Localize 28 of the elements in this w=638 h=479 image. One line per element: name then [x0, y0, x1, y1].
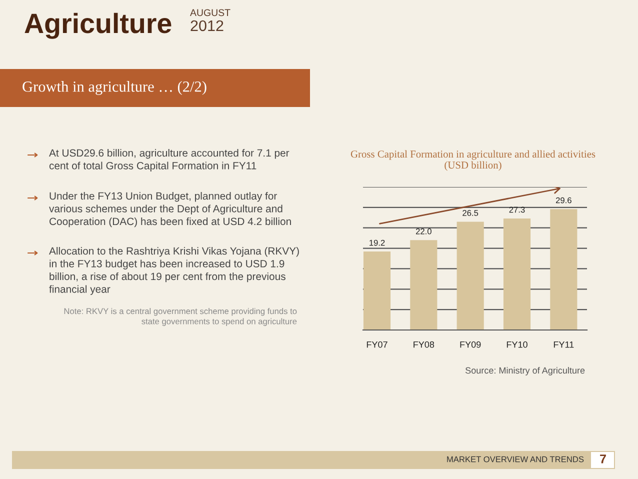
text: Under the FY13 Union Budget, planned outlay for various schemes under the Dept of Agriculture and Cooperation (DAC) has been fixed at USD 4.2 billion: [49, 192, 291, 228]
x-tick-label: FY09: [460, 341, 481, 348]
text: 7: [600, 454, 606, 464]
data-label: 26.5: [462, 210, 478, 216]
text: Growth in agriculture … (2/2): [22, 81, 206, 95]
text: Allocation to the Rashtriya Krishi Vikas Yojana (RKVY) in the FY13 budget has been increased to USD 1.9 billion, a rise of about 19 per cent from the previous financial year: [49, 247, 299, 295]
bar: [363, 252, 391, 330]
source-note: Source: Ministry of Agriculture: [466, 367, 585, 376]
text: Note: RKVY is a central government scheme providing funds to state governments to spend on agriculture: [64, 308, 297, 326]
x-tick-label: FY11: [554, 341, 574, 348]
x-tick-label: FY10: [506, 341, 528, 348]
bar: [503, 218, 531, 330]
bar: [410, 240, 438, 330]
text: 2012: [190, 20, 224, 32]
data-label: 27.3: [509, 206, 525, 213]
chart-subtitle: (USD billion): [444, 161, 502, 171]
data-label: 19.2: [370, 240, 385, 246]
bar: [550, 209, 578, 330]
bar: [456, 222, 484, 330]
data-label: 29.6: [556, 197, 572, 204]
chart-title: Gross Capital Formation in agriculture and allied activities: [350, 150, 596, 160]
data-label: 22.0: [416, 228, 432, 234]
text: Agriculture: [24, 12, 172, 39]
x-tick-label: FY07: [366, 341, 388, 348]
x-tick-label: FY08: [414, 341, 434, 348]
text: AUGUST: [190, 9, 230, 16]
text: At USD29.6 billion, agriculture accounted for 7.1 per cent of total Gross Capital Formation in FY11: [49, 149, 290, 172]
text: MARKET OVERVIEW AND TRENDS: [447, 456, 584, 462]
